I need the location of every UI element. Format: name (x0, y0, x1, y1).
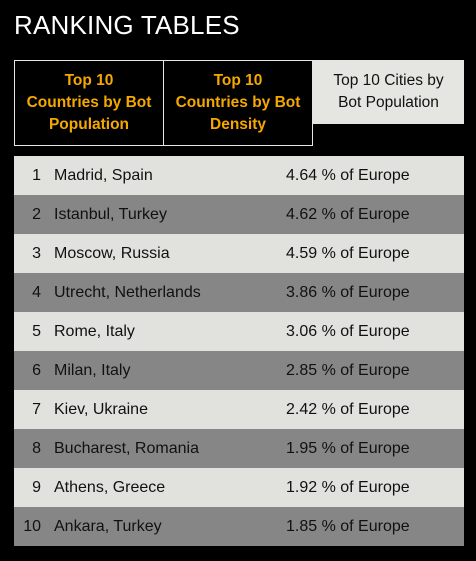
value-cell: 2.42 % of Europe (286, 400, 410, 418)
ranking-table: 1 Madrid, Spain 4.64 % of Europe 2 Istan… (14, 156, 464, 546)
rank-cell: 7 (32, 400, 41, 418)
rank-cell: 2 (32, 205, 41, 223)
tab-countries-by-bot-density[interactable]: Top 10 Countries by Bot Density (163, 60, 313, 146)
city-cell: Utrecht, Netherlands (54, 283, 201, 301)
city-cell: Moscow, Russia (54, 244, 170, 262)
table-row: 1 Madrid, Spain 4.64 % of Europe (14, 156, 464, 195)
table-row: 4 Utrecht, Netherlands 3.86 % of Europe (14, 273, 464, 312)
rank-cell: 6 (32, 361, 41, 379)
tab-label: Top 10 Countries by Bot Density (175, 72, 301, 133)
table-row: 5 Rome, Italy 3.06 % of Europe (14, 312, 464, 351)
value-cell: 1.95 % of Europe (286, 439, 410, 457)
value-cell: 1.92 % of Europe (286, 478, 410, 496)
table-row: 8 Bucharest, Romania 1.95 % of Europe (14, 429, 464, 468)
table-row: 3 Moscow, Russia 4.59 % of Europe (14, 234, 464, 273)
value-cell: 3.86 % of Europe (286, 283, 410, 301)
value-cell: 3.06 % of Europe (286, 322, 410, 340)
tab-label: Top 10 Countries by Bot Population (26, 72, 152, 133)
city-cell: Ankara, Turkey (54, 517, 162, 535)
city-cell: Istanbul, Turkey (54, 205, 167, 223)
tab-label: Top 10 Cities by Bot Population (333, 72, 444, 111)
city-cell: Kiev, Ukraine (54, 400, 148, 418)
rank-cell: 5 (32, 322, 41, 340)
table-row: 6 Milan, Italy 2.85 % of Europe (14, 351, 464, 390)
rank-cell: 3 (32, 244, 41, 262)
rank-cell: 1 (32, 166, 41, 184)
table-row: 9 Athens, Greece 1.92 % of Europe (14, 468, 464, 507)
value-cell: 4.62 % of Europe (286, 205, 410, 223)
tab-countries-by-bot-population[interactable]: Top 10 Countries by Bot Population (14, 60, 164, 146)
city-cell: Athens, Greece (54, 478, 166, 496)
rank-cell: 8 (32, 439, 41, 457)
value-cell: 4.59 % of Europe (286, 244, 410, 262)
city-cell: Rome, Italy (54, 322, 135, 340)
rank-cell: 4 (32, 283, 41, 301)
value-cell: 2.85 % of Europe (286, 361, 410, 379)
tab-cities-by-bot-population[interactable]: Top 10 Cities by Bot Population (313, 60, 464, 124)
city-cell: Bucharest, Romania (54, 439, 199, 457)
table-row: 7 Kiev, Ukraine 2.42 % of Europe (14, 390, 464, 429)
value-cell: 4.64 % of Europe (286, 166, 410, 184)
ranking-tabs: Top 10 Countries by Bot Population Top 1… (14, 60, 464, 146)
city-cell: Milan, Italy (54, 361, 131, 379)
rank-cell: 10 (23, 517, 41, 535)
table-row: 2 Istanbul, Turkey 4.62 % of Europe (14, 195, 464, 234)
table-row: 10 Ankara, Turkey 1.85 % of Europe (14, 507, 464, 546)
page-title: RANKING TABLES (14, 10, 240, 40)
city-cell: Madrid, Spain (54, 166, 153, 184)
value-cell: 1.85 % of Europe (286, 517, 410, 535)
rank-cell: 9 (32, 478, 41, 496)
